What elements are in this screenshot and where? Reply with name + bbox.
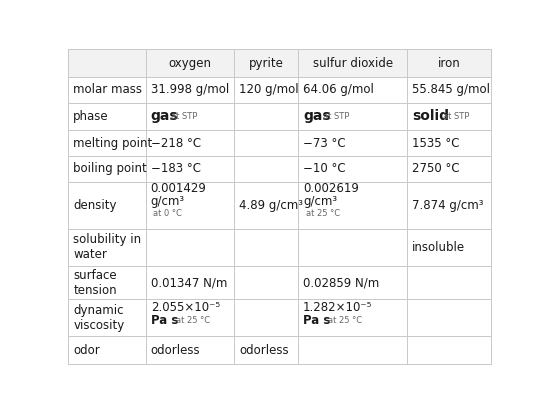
Text: odor: odor	[73, 344, 100, 357]
Text: 0.002619: 0.002619	[303, 182, 359, 196]
Text: density: density	[73, 198, 117, 211]
Text: Pa s: Pa s	[151, 314, 178, 327]
Text: at 25 °C: at 25 °C	[176, 316, 210, 325]
Text: odorless: odorless	[151, 344, 200, 357]
Text: 31.998 g/mol: 31.998 g/mol	[151, 83, 229, 96]
Text: 0.001429: 0.001429	[151, 182, 206, 196]
Text: at STP: at STP	[170, 112, 197, 121]
Text: melting point: melting point	[73, 137, 152, 150]
Text: −183 °C: −183 °C	[151, 162, 201, 175]
Text: g/cm³: g/cm³	[303, 195, 337, 208]
Text: 1.282×10⁻⁵: 1.282×10⁻⁵	[303, 301, 372, 315]
Text: 1535 °C: 1535 °C	[412, 137, 460, 150]
Text: at STP: at STP	[443, 112, 470, 121]
Text: phase: phase	[73, 110, 109, 123]
Text: 0.01347 N/m: 0.01347 N/m	[151, 276, 227, 289]
Text: at 25 °C: at 25 °C	[306, 209, 340, 218]
Text: odorless: odorless	[239, 344, 289, 357]
Text: 64.06 g/mol: 64.06 g/mol	[303, 83, 374, 96]
Text: −218 °C: −218 °C	[151, 137, 201, 150]
Text: 0.02859 N/m: 0.02859 N/m	[303, 276, 379, 289]
Text: 55.845 g/mol: 55.845 g/mol	[412, 83, 490, 96]
Text: oxygen: oxygen	[169, 56, 211, 70]
Text: 2.055×10⁻⁵: 2.055×10⁻⁵	[151, 301, 220, 315]
Text: pyrite: pyrite	[249, 56, 283, 70]
Text: at STP: at STP	[323, 112, 349, 121]
Text: at 25 °C: at 25 °C	[329, 316, 363, 325]
Text: 120 g/mol: 120 g/mol	[239, 83, 299, 96]
Text: surface
tension: surface tension	[73, 269, 117, 297]
Text: dynamic
viscosity: dynamic viscosity	[73, 304, 124, 332]
Text: gas: gas	[303, 110, 331, 124]
Text: 7.874 g/cm³: 7.874 g/cm³	[412, 198, 484, 211]
Text: 4.89 g/cm³: 4.89 g/cm³	[239, 198, 304, 211]
Text: g/cm³: g/cm³	[151, 195, 185, 208]
Text: −10 °C: −10 °C	[303, 162, 346, 175]
Text: sulfur dioxide: sulfur dioxide	[312, 56, 393, 70]
Text: Pa s: Pa s	[303, 314, 330, 327]
Text: 2750 °C: 2750 °C	[412, 162, 460, 175]
Text: iron: iron	[438, 56, 461, 70]
Text: gas: gas	[151, 110, 179, 124]
Text: at 0 °C: at 0 °C	[153, 209, 182, 218]
Text: insoluble: insoluble	[412, 241, 465, 254]
Text: solid: solid	[412, 110, 449, 124]
Text: boiling point: boiling point	[73, 162, 147, 175]
Bar	[68, 49, 491, 77]
Text: molar mass: molar mass	[73, 83, 143, 96]
Text: solubility in
water: solubility in water	[73, 233, 141, 261]
Text: −73 °C: −73 °C	[303, 137, 346, 150]
